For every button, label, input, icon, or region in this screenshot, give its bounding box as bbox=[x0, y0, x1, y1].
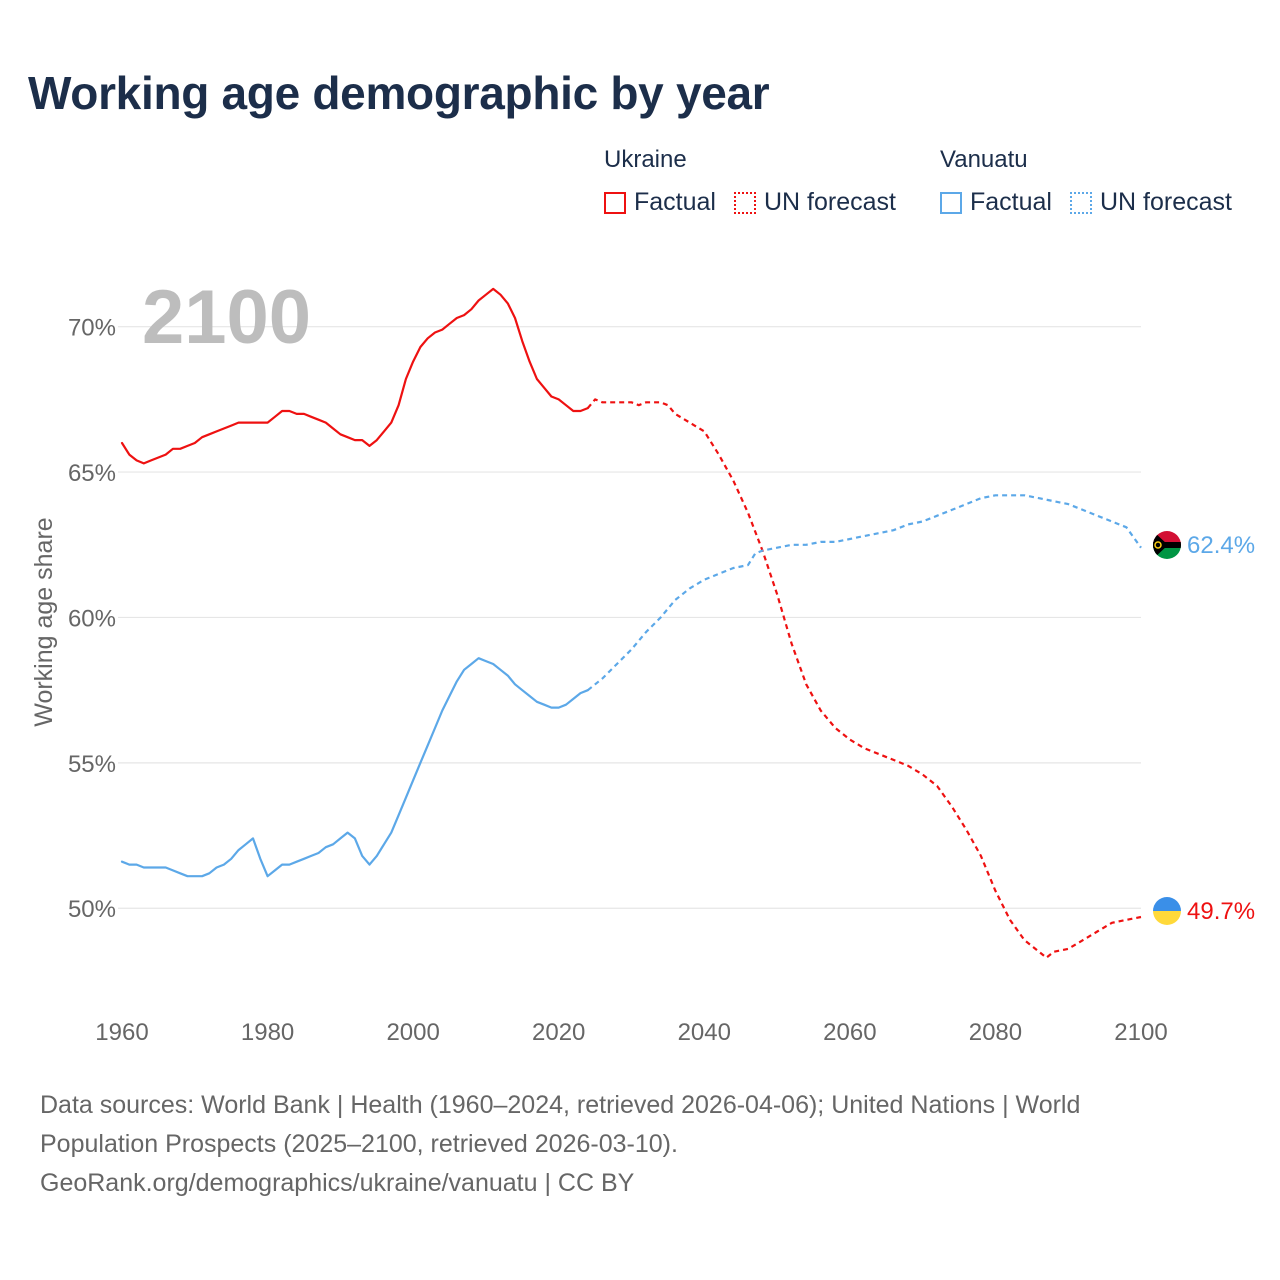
legend-swatch-ukraine-forecast bbox=[733, 191, 756, 214]
series-line-ukraine-factual[interactable] bbox=[120, 287, 589, 465]
footer-line-3[interactable]: GeoRank.org/demographics/ukraine/vanuatu… bbox=[40, 1169, 635, 1197]
legend-ukraine: Ukraine Factual UN forecast bbox=[604, 146, 914, 217]
y-tick-label-60: 60% bbox=[68, 605, 116, 632]
footer-sources: Data sources: World Bank | Health (1960–… bbox=[40, 1086, 1220, 1203]
y-tick-label-50: 50% bbox=[68, 896, 116, 923]
legend-item-vanuatu-factual[interactable]: Factual bbox=[940, 188, 1052, 217]
vanuatu-flag-icon bbox=[1153, 531, 1181, 559]
x-tick-label-2080: 2080 bbox=[969, 1019, 1022, 1046]
legend-label-vanuatu-forecast: UN forecast bbox=[1099, 188, 1232, 216]
footer-line-2: Population Prospects (2025–2100, retriev… bbox=[40, 1130, 678, 1158]
ukraine-flag-icon bbox=[1153, 897, 1181, 925]
legend-country-ukraine: Ukraine bbox=[604, 146, 687, 173]
end-label-vanuatu: 62.4% bbox=[1187, 532, 1255, 559]
ukraine-flag-blue bbox=[1153, 897, 1181, 911]
ukraine-flag-yellow bbox=[1153, 911, 1181, 925]
legend-item-vanuatu-forecast[interactable]: UN forecast bbox=[1069, 188, 1232, 217]
y-tick-label-55: 55% bbox=[68, 751, 116, 778]
y-tick-label-70: 70% bbox=[68, 315, 116, 342]
footer-line-1: Data sources: World Bank | Health (1960–… bbox=[40, 1091, 1081, 1119]
x-tick-label-1960: 1960 bbox=[95, 1019, 148, 1046]
year-watermark: 2100 bbox=[142, 275, 311, 360]
vanuatu-flag-emblem bbox=[1154, 541, 1162, 549]
x-tick-label-2060: 2060 bbox=[823, 1019, 876, 1046]
chart-title: Working age demographic by year bbox=[28, 67, 770, 119]
x-tick-label-2100: 2100 bbox=[1114, 1019, 1167, 1046]
series-line-ukraine-forecast[interactable] bbox=[586, 398, 1142, 959]
legend-swatch-vanuatu-forecast bbox=[1069, 191, 1092, 214]
end-label-ukraine: 49.7% bbox=[1187, 898, 1255, 925]
series-line-vanuatu-forecast[interactable] bbox=[587, 494, 1142, 692]
legend-label-ukraine-forecast: UN forecast bbox=[763, 188, 896, 216]
line-chart: 2100 50% 55% 60% 65% 70% 1960 1980 2000 2020 2040… bbox=[30, 275, 1255, 1046]
y-tick-label-65: 65% bbox=[68, 460, 116, 487]
legend-vanuatu: Vanuatu Factual UN forecast bbox=[940, 146, 1250, 217]
legend-label-vanuatu-factual: Factual bbox=[970, 188, 1052, 216]
y-axis-label: Working age share bbox=[30, 517, 58, 726]
series-line-vanuatu-factual[interactable] bbox=[120, 657, 589, 878]
legend-swatch-ukraine-factual bbox=[604, 191, 626, 214]
legend-country-vanuatu: Vanuatu bbox=[940, 146, 1028, 173]
legend-item-ukraine-factual[interactable]: Factual bbox=[604, 188, 716, 217]
legend-item-ukraine-forecast[interactable]: UN forecast bbox=[733, 188, 896, 217]
x-tick-label-2040: 2040 bbox=[678, 1019, 731, 1046]
x-tick-label-1980: 1980 bbox=[241, 1019, 294, 1046]
legend-swatch-vanuatu-factual bbox=[940, 191, 962, 214]
legend-label-ukraine-factual: Factual bbox=[634, 188, 716, 216]
x-tick-label-2000: 2000 bbox=[386, 1019, 439, 1046]
x-tick-label-2020: 2020 bbox=[532, 1019, 585, 1046]
